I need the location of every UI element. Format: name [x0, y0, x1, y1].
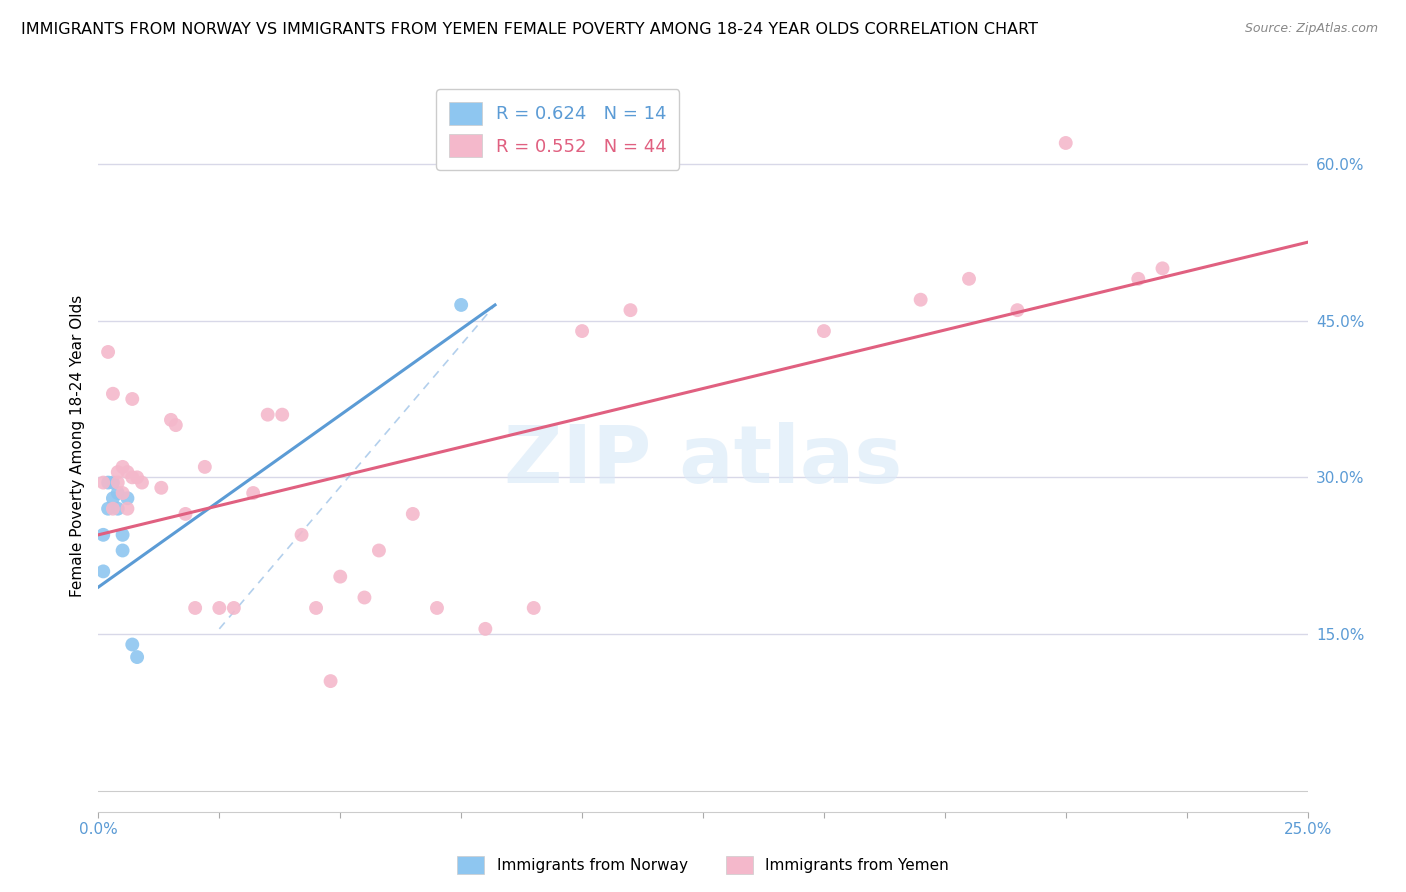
Point — [101, 501, 124, 516]
Point — [117, 465, 139, 479]
Legend: R = 0.624   N = 14, R = 0.552   N = 44: R = 0.624 N = 14, R = 0.552 N = 44 — [436, 89, 679, 170]
Point — [329, 569, 352, 583]
Point — [111, 543, 134, 558]
Point — [474, 622, 496, 636]
Point — [107, 475, 129, 490]
Point — [165, 418, 187, 433]
Point — [101, 475, 124, 490]
Point — [160, 413, 183, 427]
Point — [242, 486, 264, 500]
Point — [131, 475, 153, 490]
Point — [101, 491, 124, 506]
Point — [97, 345, 120, 359]
Point — [107, 465, 129, 479]
Point — [1007, 303, 1029, 318]
Point — [121, 470, 143, 484]
Y-axis label: Female Poverty Among 18-24 Year Olds: Female Poverty Among 18-24 Year Olds — [69, 295, 84, 597]
Point — [957, 272, 980, 286]
Point — [1128, 272, 1150, 286]
Point — [107, 486, 129, 500]
Point — [1152, 261, 1174, 276]
Legend: Immigrants from Norway, Immigrants from Yemen: Immigrants from Norway, Immigrants from … — [451, 850, 955, 880]
Point — [450, 298, 472, 312]
Point — [290, 528, 312, 542]
Point — [319, 674, 342, 689]
Point — [813, 324, 835, 338]
Point — [402, 507, 425, 521]
Point — [127, 470, 149, 484]
Point — [101, 386, 124, 401]
Point — [571, 324, 593, 338]
Point — [910, 293, 932, 307]
Point — [208, 601, 231, 615]
Point — [305, 601, 328, 615]
Point — [184, 601, 207, 615]
Point — [127, 650, 149, 665]
Point — [222, 601, 245, 615]
Point — [150, 481, 173, 495]
Point — [91, 565, 114, 579]
Point — [121, 392, 143, 406]
Text: IMMIGRANTS FROM NORWAY VS IMMIGRANTS FROM YEMEN FEMALE POVERTY AMONG 18-24 YEAR : IMMIGRANTS FROM NORWAY VS IMMIGRANTS FRO… — [21, 22, 1038, 37]
Text: ZIP atlas: ZIP atlas — [503, 422, 903, 500]
Point — [107, 501, 129, 516]
Text: Source: ZipAtlas.com: Source: ZipAtlas.com — [1244, 22, 1378, 36]
Point — [619, 303, 641, 318]
Point — [353, 591, 375, 605]
Point — [91, 528, 114, 542]
Point — [91, 475, 114, 490]
Point — [111, 486, 134, 500]
Point — [368, 543, 391, 558]
Point — [1054, 136, 1077, 150]
Point — [271, 408, 294, 422]
Point — [111, 459, 134, 474]
Point — [174, 507, 197, 521]
Point — [194, 459, 217, 474]
Point — [111, 528, 134, 542]
Point — [426, 601, 449, 615]
Point — [117, 491, 139, 506]
Point — [523, 601, 546, 615]
Point — [97, 475, 120, 490]
Point — [256, 408, 278, 422]
Point — [97, 501, 120, 516]
Point — [117, 501, 139, 516]
Point — [121, 638, 143, 652]
